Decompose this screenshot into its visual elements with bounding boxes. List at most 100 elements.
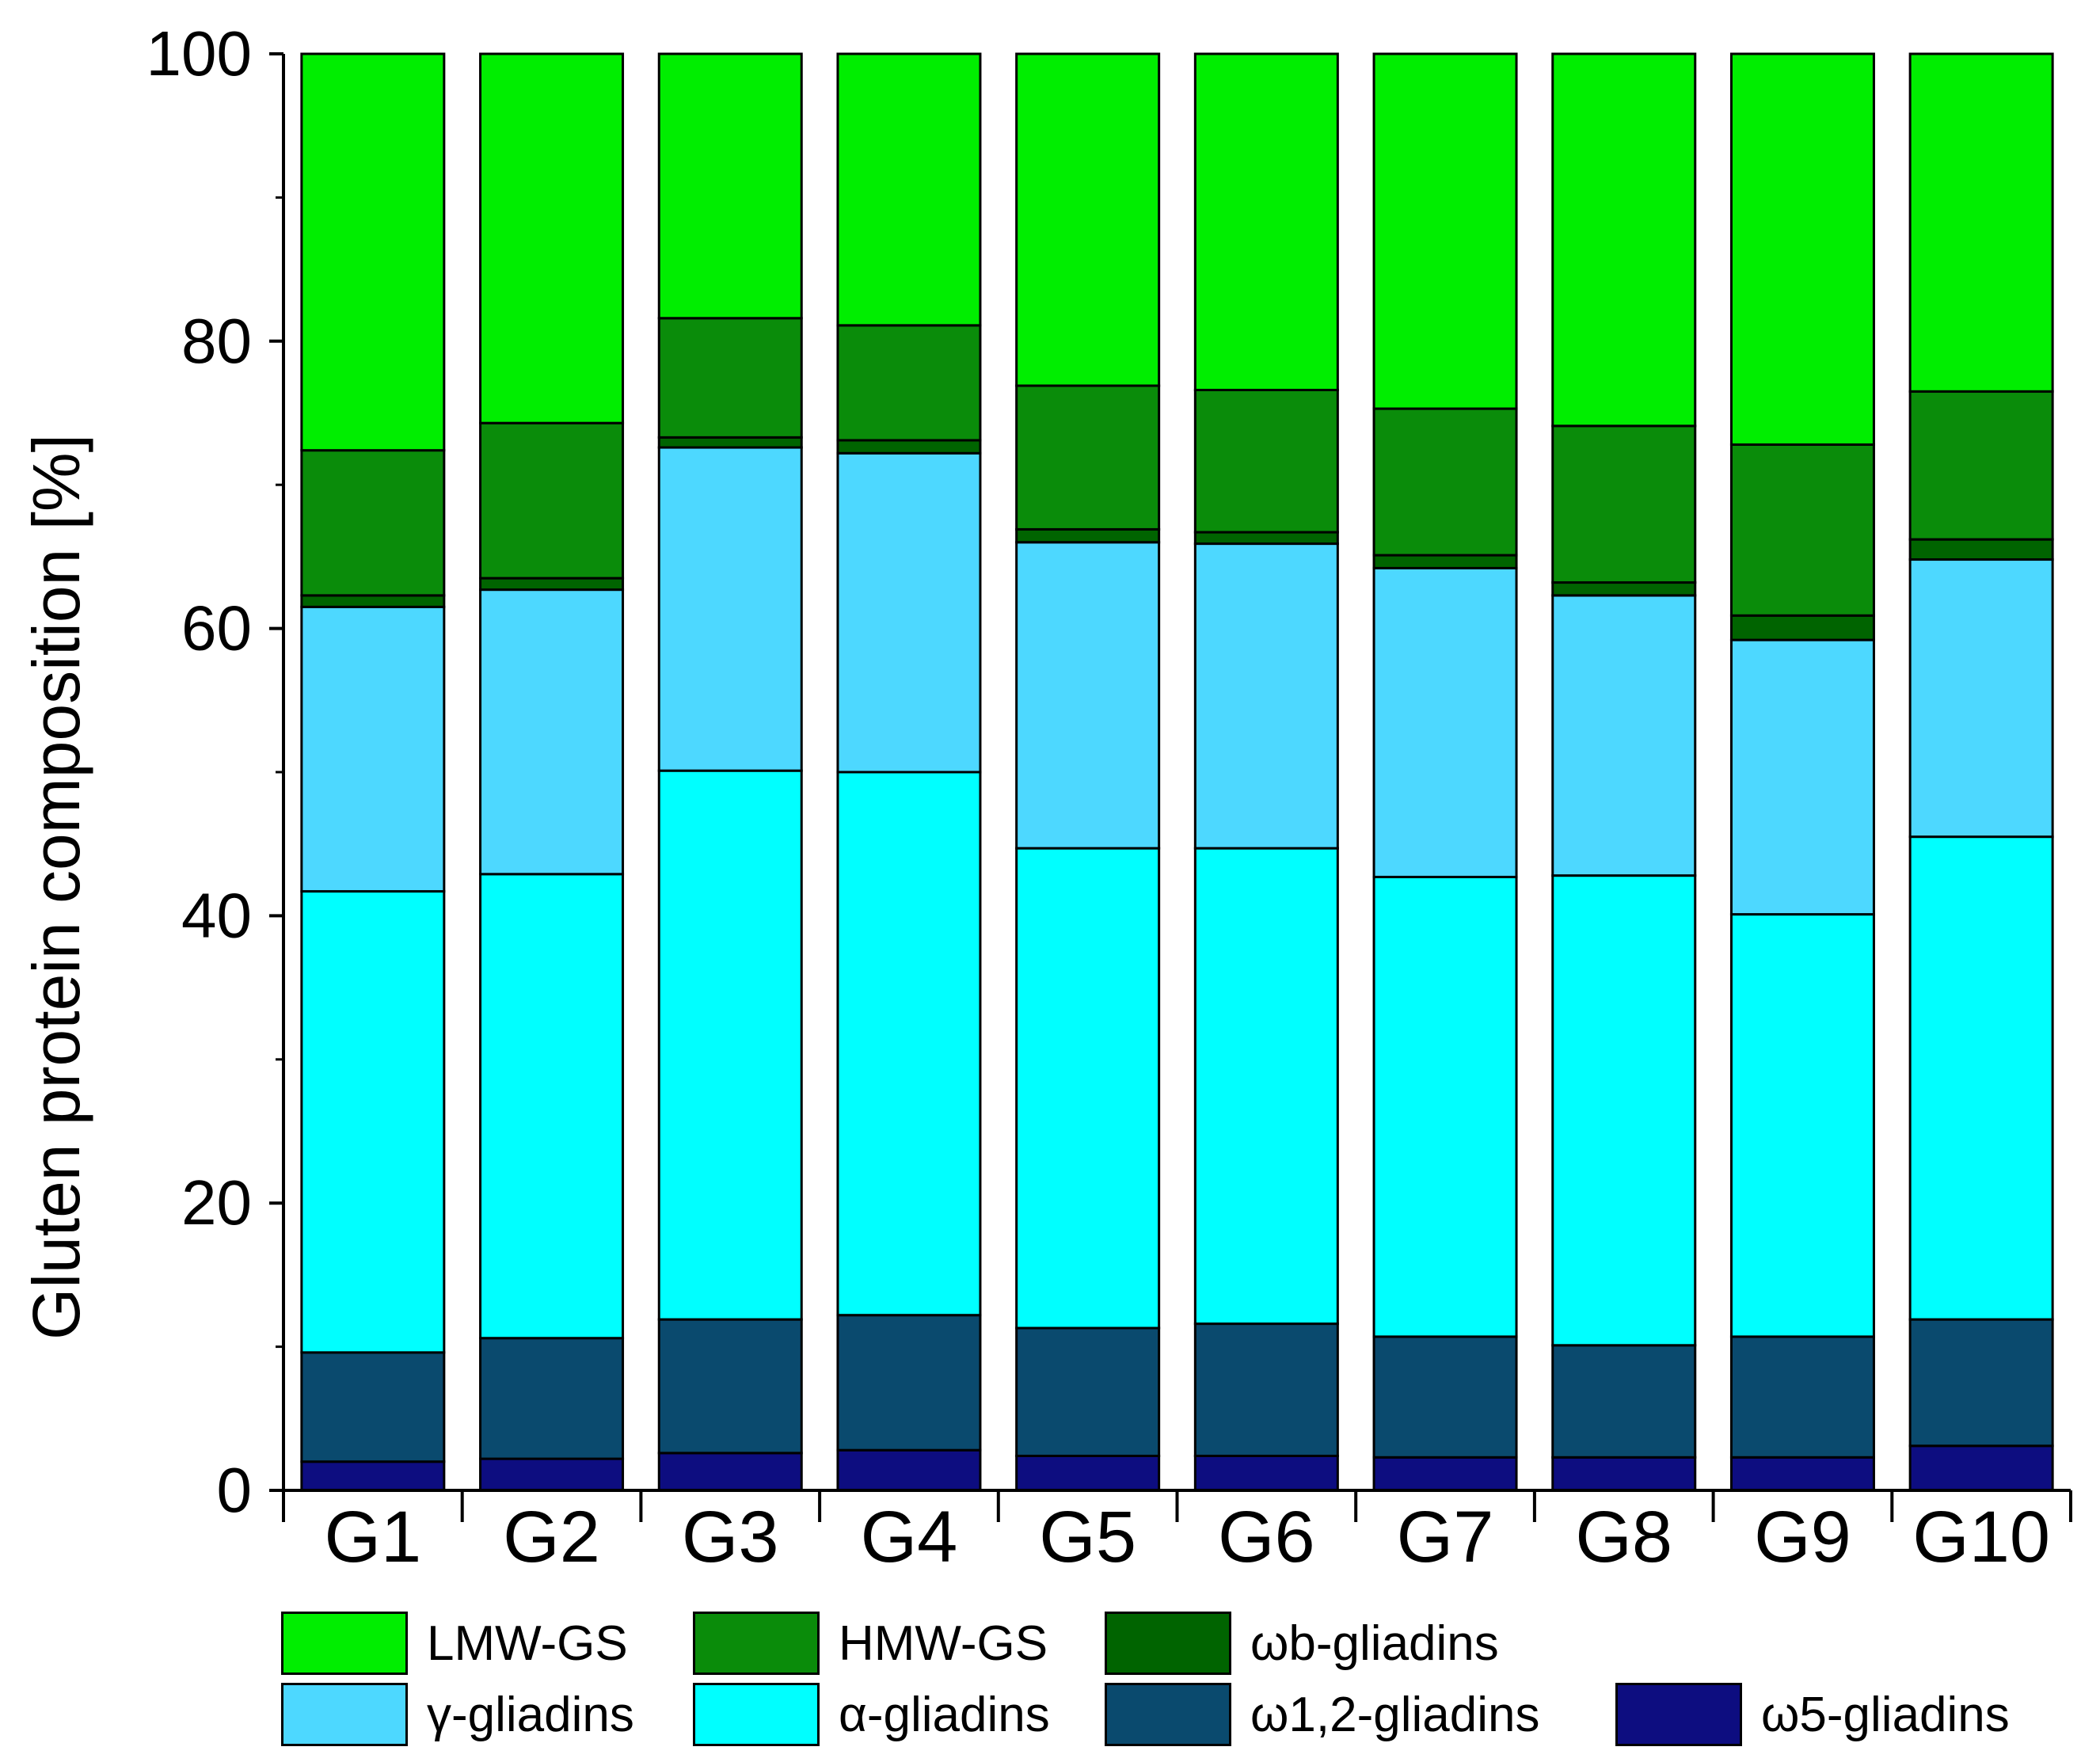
- bar-segment-g2--5-gliadins: [479, 1457, 625, 1492]
- legend-label-wb-gliadins: ωb-gliadins: [1250, 1615, 1499, 1671]
- bar-segment-g5--1-2-gliadins: [1015, 1326, 1161, 1457]
- bar-segment-g9--1-2-gliadins: [1729, 1335, 1875, 1459]
- x-tick-label-g10: G10: [1912, 1497, 2050, 1577]
- bar-segment-g7--b-gliadins: [1372, 554, 1518, 569]
- bar-segment-g3-lmw-gs: [657, 52, 803, 320]
- bar-segment-g1--b-gliadins: [300, 594, 446, 608]
- bar-segment-g10--b-gliadins: [1908, 538, 2054, 561]
- bar-segment-g9-hmw-gs: [1729, 443, 1875, 617]
- y-tick-label: 100: [146, 18, 252, 89]
- legend-item-lmw-gs: LMW-GS: [281, 1608, 628, 1679]
- x-tick-label-g2: G2: [503, 1497, 600, 1577]
- bar-segment-g1--gliadins: [300, 890, 446, 1354]
- legend-swatch-gamma-gliadins: [281, 1683, 408, 1746]
- legend-swatch-hmw-gs: [693, 1612, 820, 1675]
- bar-segment-g4--b-gliadins: [836, 439, 982, 455]
- y-tick-label: 80: [181, 306, 252, 376]
- bar-segment-g9--gliadins: [1729, 913, 1875, 1338]
- legend-swatch-wb-gliadins: [1105, 1612, 1231, 1675]
- bar-segment-g6--b-gliadins: [1193, 531, 1339, 546]
- bar-segment-g10--1-2-gliadins: [1908, 1318, 2054, 1448]
- bar-segment-g5--gliadins: [1015, 847, 1161, 1330]
- bar-segment-g1-lmw-gs: [300, 52, 446, 452]
- stacked-bar-chart: 0 20 40 60 80 100 G1 G2 G3 G4 G5 G6 G7 G8 G9 G10 Gluten…: [19, 18, 2072, 1577]
- bar-segment-g10-lmw-gs: [1908, 52, 2054, 393]
- legend-swatch-alpha-gliadins: [693, 1683, 820, 1746]
- legend-swatch-w5-gliadins: [1615, 1683, 1742, 1746]
- x-tick-label-g6: G6: [1218, 1497, 1315, 1577]
- bar-segment-g5--gliadins: [1015, 541, 1161, 850]
- bar-segment-g3--5-gliadins: [657, 1452, 803, 1492]
- x-tick-label-g8: G8: [1575, 1497, 1672, 1577]
- bar-segment-g8--gliadins: [1551, 594, 1697, 877]
- bar-segment-g2-hmw-gs: [479, 421, 625, 580]
- bar-segment-g5-hmw-gs: [1015, 384, 1161, 531]
- legend: LMW-GS HMW-GS ωb-gliadins γ-gliadins α-g…: [281, 1608, 2071, 1758]
- bar-segment-g3--gliadins: [657, 769, 803, 1321]
- bar-segment-g6--gliadins: [1193, 542, 1339, 850]
- bar-segment-g7-lmw-gs: [1372, 52, 1518, 410]
- legend-item-hmw-gs: HMW-GS: [693, 1608, 1048, 1679]
- bar-segment-g2--b-gliadins: [479, 577, 625, 592]
- bar-segment-g7--1-2-gliadins: [1372, 1335, 1518, 1459]
- bar-segment-g4-lmw-gs: [836, 52, 982, 327]
- bar-segment-g6--1-2-gliadins: [1193, 1322, 1339, 1457]
- bar-segment-g4--gliadins: [836, 771, 982, 1317]
- legend-label-lmw-gs: LMW-GS: [427, 1615, 628, 1671]
- y-tick-label: 20: [181, 1167, 252, 1238]
- bar-segment-g4--gliadins: [836, 451, 982, 774]
- bar-segment-g4--1-2-gliadins: [836, 1314, 982, 1452]
- legend-item-w12-gliadins: ω1,2-gliadins: [1105, 1679, 1540, 1750]
- legend-item-gamma-gliadins: γ-gliadins: [281, 1679, 634, 1750]
- bar-segment-g8--gliadins: [1551, 874, 1697, 1347]
- y-tick-label: 40: [181, 880, 252, 950]
- bar-segment-g6--gliadins: [1193, 847, 1339, 1326]
- bar-segment-g9--gliadins: [1729, 638, 1875, 916]
- bar-segment-g2--1-2-gliadins: [479, 1337, 625, 1460]
- bar-segment-g8-hmw-gs: [1551, 424, 1697, 584]
- bars-group: [300, 52, 2054, 1492]
- bar-segment-g5--b-gliadins: [1015, 527, 1161, 544]
- bar-segment-g10--gliadins: [1908, 835, 2054, 1321]
- bar-segment-g3-hmw-gs: [657, 317, 803, 439]
- bar-segment-g9-lmw-gs: [1729, 52, 1875, 446]
- bar-segment-g8--1-2-gliadins: [1551, 1344, 1697, 1459]
- bar-segment-g6--5-gliadins: [1193, 1454, 1339, 1492]
- bar-segment-g8--5-gliadins: [1551, 1456, 1697, 1492]
- x-tick-label-g1: G1: [324, 1497, 421, 1577]
- y-tick-label: 60: [181, 593, 252, 664]
- bar-segment-g4-hmw-gs: [836, 324, 982, 442]
- bar-segment-g6-hmw-gs: [1193, 388, 1339, 534]
- bar-segment-g5-lmw-gs: [1015, 52, 1161, 387]
- legend-label-w5-gliadins: ω5-gliadins: [1761, 1687, 2010, 1742]
- bar-segment-g1--5-gliadins: [300, 1460, 446, 1492]
- bar-segment-g10-hmw-gs: [1908, 390, 2054, 541]
- legend-label-alpha-gliadins: α-gliadins: [839, 1687, 1050, 1742]
- bar-segment-g7--gliadins: [1372, 566, 1518, 878]
- bar-segment-g8--b-gliadins: [1551, 581, 1697, 597]
- bar-segment-g10--gliadins: [1908, 558, 2054, 839]
- y-tick-label: 0: [217, 1455, 253, 1525]
- legend-label-hmw-gs: HMW-GS: [839, 1615, 1048, 1671]
- bar-segment-g1--gliadins: [300, 605, 446, 893]
- bar-segment-g4--5-gliadins: [836, 1448, 982, 1492]
- bar-segment-g1-hmw-gs: [300, 449, 446, 597]
- x-tick-label-g9: G9: [1754, 1497, 1851, 1577]
- bar-segment-g7-hmw-gs: [1372, 407, 1518, 557]
- x-tick-label-g5: G5: [1039, 1497, 1136, 1577]
- bar-segment-g5--5-gliadins: [1015, 1454, 1161, 1492]
- legend-item-wb-gliadins: ωb-gliadins: [1105, 1608, 1499, 1679]
- bar-segment-g2-lmw-gs: [479, 52, 625, 424]
- bar-segment-g2--gliadins: [479, 588, 625, 876]
- bar-segment-g2--gliadins: [479, 873, 625, 1340]
- x-tick-label-g4: G4: [861, 1497, 958, 1577]
- bar-segment-g1--1-2-gliadins: [300, 1351, 446, 1463]
- bar-segment-g7--gliadins: [1372, 875, 1518, 1338]
- bar-segment-g10--5-gliadins: [1908, 1444, 2054, 1492]
- legend-item-w5-gliadins: ω5-gliadins: [1615, 1679, 2010, 1750]
- x-tick-label-g3: G3: [682, 1497, 779, 1577]
- bar-segment-g7--5-gliadins: [1372, 1456, 1518, 1492]
- legend-label-gamma-gliadins: γ-gliadins: [427, 1687, 634, 1742]
- legend-item-alpha-gliadins: α-gliadins: [693, 1679, 1050, 1750]
- bar-segment-g9--b-gliadins: [1729, 614, 1875, 641]
